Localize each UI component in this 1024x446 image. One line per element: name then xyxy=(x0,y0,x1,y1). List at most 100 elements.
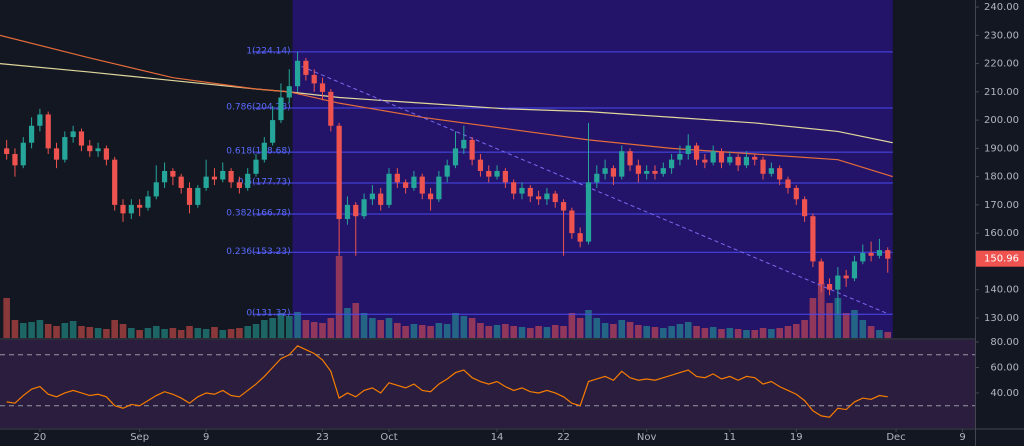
volume-bar xyxy=(19,323,27,338)
volume-bar xyxy=(601,323,609,338)
volume-bar xyxy=(801,320,808,338)
candle-body xyxy=(885,250,891,259)
candle-body xyxy=(785,179,791,188)
candle-body xyxy=(777,168,783,180)
trendline xyxy=(301,65,888,315)
x-tick-label: 14 xyxy=(491,432,504,443)
volume-bar xyxy=(152,326,160,338)
volume-bar xyxy=(69,321,77,338)
fib-label: 0(131.32) xyxy=(246,309,290,319)
y-tick-label: 210.00 xyxy=(984,87,1019,98)
x-tick-label: Sep xyxy=(130,432,149,443)
candle-body xyxy=(602,168,608,174)
volume-bar xyxy=(626,322,634,338)
volume-bar xyxy=(335,256,343,338)
volume-bar xyxy=(402,326,409,338)
volume-bar xyxy=(53,326,60,338)
volume-bar xyxy=(227,329,235,338)
candle-body xyxy=(294,60,301,87)
y-tick-label: 240.00 xyxy=(984,2,1019,13)
candle-body xyxy=(502,170,508,183)
volume-bar xyxy=(759,328,767,338)
candle-body xyxy=(494,170,500,177)
candle-body xyxy=(469,139,475,160)
candle-body xyxy=(95,148,101,152)
y-tick-label: 160.00 xyxy=(984,228,1019,239)
candle-body xyxy=(810,216,816,262)
candle-body xyxy=(702,159,708,163)
volume-bar xyxy=(659,328,667,338)
candle-body xyxy=(311,74,317,84)
candle-body xyxy=(610,168,617,177)
volume-bar xyxy=(834,298,842,338)
fib-label: 1(224.14) xyxy=(246,46,290,56)
candle-body xyxy=(70,131,76,138)
volume-bar xyxy=(202,329,210,338)
candle-body xyxy=(685,145,691,155)
candle-body xyxy=(411,176,417,188)
volume-bar xyxy=(236,328,243,338)
volume-bar xyxy=(244,326,251,338)
candle-body xyxy=(319,83,326,92)
volume-bar xyxy=(743,330,750,338)
volume-bar xyxy=(751,330,759,338)
candle-body xyxy=(619,151,625,177)
volume-bar xyxy=(643,326,650,338)
candle-body xyxy=(236,182,242,188)
fib-label: 0.5(177.73) xyxy=(238,178,291,188)
volume-bar xyxy=(161,329,168,338)
candle-body xyxy=(760,159,766,174)
candle-body xyxy=(344,204,351,220)
candle-body xyxy=(62,137,68,160)
volume-bar xyxy=(435,323,443,338)
volume-bar xyxy=(709,327,717,338)
volume-bar xyxy=(527,328,534,338)
volume-bar xyxy=(518,327,526,338)
y-tick-label: 140.00 xyxy=(984,285,1019,296)
volume-bar xyxy=(44,324,52,338)
candle-body xyxy=(103,148,109,160)
volume-bar xyxy=(792,324,800,338)
fib-label: 0.786(204.28) xyxy=(226,103,290,113)
volume-bar xyxy=(543,327,551,338)
candle-body xyxy=(727,156,733,163)
candle-body xyxy=(145,196,151,208)
volume-bar xyxy=(418,325,426,338)
candle-body xyxy=(826,284,833,290)
candle-body xyxy=(4,148,10,155)
volume-bar xyxy=(734,329,742,338)
candle-body xyxy=(552,193,558,203)
candle-body xyxy=(37,114,43,126)
volume-bar xyxy=(460,316,468,338)
candle-body xyxy=(577,233,583,242)
candle-body xyxy=(112,159,118,205)
x-tick-label: 22 xyxy=(557,432,570,443)
candle-body xyxy=(743,156,750,166)
candle-body xyxy=(444,165,450,177)
candle-body xyxy=(851,261,858,279)
volume-bar xyxy=(485,326,493,338)
rsi-tick-label: 80.00 xyxy=(990,337,1019,348)
candle-body xyxy=(843,275,849,279)
x-tick-label: Nov xyxy=(637,432,657,443)
y-tick-label: 190.00 xyxy=(984,143,1019,154)
candle-body xyxy=(544,193,550,200)
candle-body xyxy=(270,120,276,143)
candle-body xyxy=(536,196,542,200)
y-tick-label: 200.00 xyxy=(984,115,1019,126)
volume-bar xyxy=(859,320,867,338)
candle-body xyxy=(452,148,459,166)
candle-body xyxy=(87,145,93,152)
volume-bar xyxy=(94,328,102,338)
x-tick-label: 9 xyxy=(959,432,965,443)
candle-body xyxy=(519,187,525,194)
candle-body xyxy=(802,199,808,217)
candle-body xyxy=(818,261,824,285)
candle-body xyxy=(53,148,60,160)
candle-body xyxy=(560,202,567,211)
candle-body xyxy=(419,176,425,194)
candle-body xyxy=(677,154,683,160)
candle-body xyxy=(20,142,26,166)
volume-bar xyxy=(884,332,892,338)
